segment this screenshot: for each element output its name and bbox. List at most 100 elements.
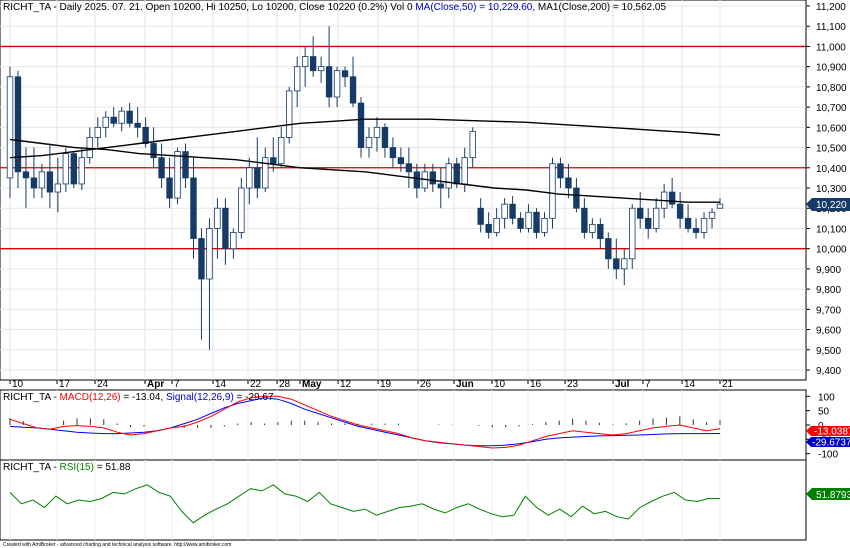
candle-body bbox=[286, 90, 293, 138]
candle-body bbox=[46, 171, 54, 193]
candle-body bbox=[692, 228, 700, 233]
price-y-label: 10,900 bbox=[816, 63, 847, 74]
candle-body bbox=[54, 183, 62, 193]
price-x-label: May bbox=[302, 379, 322, 390]
macd-y-label: 100 bbox=[818, 392, 835, 403]
candle-body bbox=[14, 76, 22, 173]
candle-body bbox=[373, 126, 381, 138]
candle-body bbox=[230, 232, 237, 250]
candle-body bbox=[94, 126, 101, 138]
price-x-label: Jul bbox=[615, 379, 630, 390]
candle-body bbox=[357, 102, 365, 148]
price-x-label: 10 bbox=[494, 379, 506, 390]
candle-body bbox=[78, 157, 85, 185]
candle-body bbox=[549, 163, 556, 219]
candle-body bbox=[461, 157, 468, 185]
candle-body bbox=[30, 177, 38, 189]
price-y-label: 10,300 bbox=[816, 184, 847, 195]
price-x-label: 24 bbox=[97, 379, 109, 390]
price-x-label: Apr bbox=[147, 379, 164, 390]
price-y-label: 9,400 bbox=[816, 366, 841, 377]
candle-body bbox=[293, 66, 301, 92]
signal-line bbox=[9, 397, 721, 447]
svg-text:51.8793: 51.8793 bbox=[816, 490, 850, 501]
candle-body bbox=[118, 110, 125, 124]
candle-body bbox=[22, 171, 30, 179]
ma50-line bbox=[9, 138, 720, 203]
candle-body bbox=[453, 163, 460, 185]
candle-body bbox=[182, 151, 189, 179]
candle-body bbox=[317, 66, 325, 72]
candle-body bbox=[246, 167, 253, 189]
candle-body bbox=[198, 238, 205, 280]
candle-body bbox=[645, 217, 652, 229]
candle-body bbox=[333, 70, 341, 98]
candle-body bbox=[652, 207, 660, 229]
price-y-label: 10,800 bbox=[816, 83, 847, 94]
candle-body bbox=[349, 76, 357, 104]
candle-body bbox=[573, 187, 580, 209]
candle-body bbox=[605, 238, 612, 260]
candle-body bbox=[142, 126, 149, 144]
footer-credit: Created with AmiBroker - advanced charti… bbox=[3, 542, 231, 548]
ma200-line bbox=[9, 118, 721, 159]
rsi-line bbox=[9, 484, 721, 524]
candle-body bbox=[102, 116, 109, 128]
price-y-label: 10,500 bbox=[816, 144, 847, 155]
candle-body bbox=[708, 211, 716, 219]
candle-body bbox=[110, 116, 117, 124]
signal-value-badge: -29.6737 bbox=[806, 437, 850, 449]
candle-body bbox=[445, 163, 452, 189]
candle-body bbox=[509, 203, 516, 219]
candle-body bbox=[309, 56, 317, 72]
price-y-label: 10,700 bbox=[816, 103, 847, 114]
macd-header: RICHT_TA - MACD(12,26) = -13.04, Signal(… bbox=[3, 392, 274, 403]
svg-text:-29.6737: -29.6737 bbox=[812, 438, 850, 449]
candle-body bbox=[621, 258, 628, 270]
candle-body bbox=[254, 167, 261, 189]
candle-body bbox=[437, 183, 444, 189]
candle-body bbox=[174, 151, 181, 199]
candle-body bbox=[270, 157, 277, 165]
candle-body bbox=[613, 258, 620, 270]
candle-body bbox=[86, 137, 93, 159]
price-x-label: 26 bbox=[420, 379, 432, 390]
candle-body bbox=[278, 137, 285, 165]
candle-body bbox=[485, 223, 492, 233]
price-x-label: 16 bbox=[530, 379, 542, 390]
price-x-label: 7 bbox=[645, 379, 651, 390]
candle-body bbox=[301, 56, 309, 68]
price-y-label: 10,100 bbox=[816, 224, 847, 235]
candle-body bbox=[565, 177, 572, 189]
candle-body bbox=[637, 207, 644, 219]
candle-body bbox=[557, 163, 564, 179]
svg-text:10,220: 10,220 bbox=[816, 200, 847, 211]
candle-body bbox=[126, 110, 133, 124]
candle-body bbox=[581, 207, 588, 233]
candle-body bbox=[262, 157, 269, 189]
price-panel: 11,200 11,100 11,000 10,900 10,800 10,700 10,6… bbox=[0, 0, 850, 390]
candle-body bbox=[389, 147, 397, 159]
candle-body bbox=[397, 157, 405, 165]
price-y-label: 9,800 bbox=[816, 285, 841, 296]
candle-body bbox=[158, 157, 165, 179]
candle-body bbox=[405, 163, 413, 173]
price-x-label: 21 bbox=[722, 379, 734, 390]
price-x-label: 23 bbox=[567, 379, 579, 390]
price-x-label: 17 bbox=[59, 379, 71, 390]
candle-body bbox=[597, 223, 604, 239]
candle-body bbox=[684, 217, 692, 229]
macd-value-badge: -13.0387 bbox=[806, 426, 850, 438]
price-y-label: 9,500 bbox=[816, 346, 841, 357]
candle-body bbox=[413, 171, 421, 189]
candle-body bbox=[629, 207, 636, 260]
candle-body bbox=[222, 207, 229, 250]
candle-body bbox=[525, 211, 532, 229]
candle-body bbox=[38, 171, 46, 189]
candle-body bbox=[214, 207, 221, 229]
price-header: RICHT_TA - Daily 2025. 07. 21. Open 1020… bbox=[3, 2, 666, 13]
rsi-header: RICHT_TA - RSI(15) = 51.88 bbox=[3, 462, 131, 473]
price-x-label: 19 bbox=[380, 379, 392, 390]
rsi-value-badge: 51.8793 bbox=[806, 488, 850, 501]
price-x-label: 7 bbox=[174, 379, 180, 390]
